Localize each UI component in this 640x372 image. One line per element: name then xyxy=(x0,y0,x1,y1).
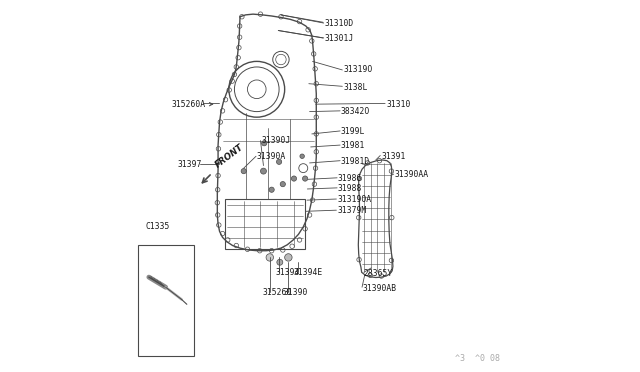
Text: 31301J: 31301J xyxy=(324,34,354,43)
Text: 38342O: 38342O xyxy=(341,107,370,116)
Text: 31390J: 31390J xyxy=(262,136,291,145)
Text: 31390AA: 31390AA xyxy=(394,170,429,179)
Text: 31981: 31981 xyxy=(341,141,365,150)
Circle shape xyxy=(260,168,266,174)
Text: FRONT: FRONT xyxy=(214,142,246,169)
Text: 31319OA: 31319OA xyxy=(337,195,371,204)
Text: 31394E: 31394E xyxy=(293,268,323,277)
Circle shape xyxy=(266,254,273,261)
Text: 31390AB: 31390AB xyxy=(362,284,396,293)
Text: 31394: 31394 xyxy=(275,268,300,277)
Circle shape xyxy=(280,182,285,187)
Text: 3199L: 3199L xyxy=(341,127,365,136)
Circle shape xyxy=(291,176,296,181)
Circle shape xyxy=(262,141,267,146)
Circle shape xyxy=(269,187,275,192)
Text: 31981D: 31981D xyxy=(341,157,370,166)
Circle shape xyxy=(285,254,292,261)
Text: ^3  ^0 08: ^3 ^0 08 xyxy=(456,354,500,363)
Circle shape xyxy=(276,159,282,164)
Text: 31319O: 31319O xyxy=(343,65,372,74)
Text: 28365Y: 28365Y xyxy=(364,269,393,278)
Text: 31310D: 31310D xyxy=(324,19,354,28)
Circle shape xyxy=(300,154,305,158)
Circle shape xyxy=(241,169,246,174)
Text: 315260A: 315260A xyxy=(172,100,205,109)
Text: C1335: C1335 xyxy=(145,222,170,231)
Circle shape xyxy=(303,176,308,181)
Circle shape xyxy=(277,259,283,265)
Text: 31390A: 31390A xyxy=(257,152,286,161)
Text: 3138L: 3138L xyxy=(343,83,367,92)
Text: 315260: 315260 xyxy=(262,288,292,297)
Text: 31986: 31986 xyxy=(338,174,362,183)
Text: 31397: 31397 xyxy=(178,160,202,169)
Text: 31310: 31310 xyxy=(386,100,411,109)
Text: 31379M: 31379M xyxy=(337,206,366,215)
Text: 31390: 31390 xyxy=(284,288,308,297)
Text: 31391: 31391 xyxy=(381,152,406,161)
Text: 31988: 31988 xyxy=(338,184,362,193)
